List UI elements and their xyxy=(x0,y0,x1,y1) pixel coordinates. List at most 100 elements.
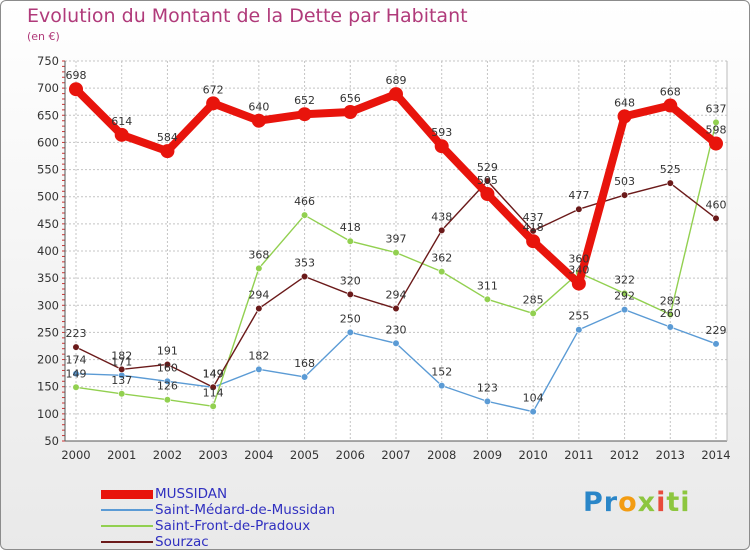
data-point xyxy=(529,309,537,318)
data-point xyxy=(709,136,723,151)
data-label: 598 xyxy=(706,124,727,137)
x-tick-label: 2010 xyxy=(519,448,548,462)
data-point xyxy=(483,177,492,185)
y-tick-label: 350 xyxy=(37,271,59,285)
x-tick-label: 2008 xyxy=(427,448,456,462)
data-label: 250 xyxy=(340,312,361,325)
legend-swatch xyxy=(101,489,153,499)
y-tick-label: 500 xyxy=(37,190,59,204)
data-point xyxy=(529,227,537,235)
y-tick-label: 400 xyxy=(37,244,59,258)
data-point xyxy=(209,383,217,391)
data-point xyxy=(255,304,263,313)
data-point xyxy=(483,295,492,303)
data-point xyxy=(483,397,492,405)
data-label: 168 xyxy=(294,357,315,370)
data-label: 593 xyxy=(431,126,452,139)
data-point xyxy=(72,383,80,391)
x-tick-label: 2007 xyxy=(381,448,410,462)
data-point xyxy=(712,118,720,126)
data-point xyxy=(255,264,263,272)
data-label: 668 xyxy=(660,86,681,99)
x-tick-label: 2000 xyxy=(61,448,90,462)
data-label: 174 xyxy=(66,354,87,367)
data-point xyxy=(206,96,221,111)
data-point xyxy=(209,402,217,410)
legend-label: Sourzac xyxy=(155,534,209,550)
data-label: 698 xyxy=(66,69,87,82)
data-point xyxy=(712,214,720,223)
x-tick-label: 2006 xyxy=(336,448,365,462)
x-tick-label: 2011 xyxy=(564,448,593,462)
data-label: 104 xyxy=(523,392,544,405)
legend-label: Saint-Médard-de-Mussidan xyxy=(155,502,336,518)
data-label: 322 xyxy=(614,273,635,286)
y-tick-label: 250 xyxy=(37,325,59,339)
proxiti-logo: Proxiti xyxy=(583,487,691,518)
data-point xyxy=(526,234,541,249)
legend-item: MUSSIDAN xyxy=(101,486,335,502)
data-label: 477 xyxy=(568,189,589,202)
data-label: 123 xyxy=(477,381,498,394)
x-tick-label: 2009 xyxy=(473,448,502,462)
data-point xyxy=(163,396,172,404)
data-point xyxy=(666,310,674,319)
data-label: 229 xyxy=(706,324,727,337)
data-label: 505 xyxy=(477,174,498,187)
y-tick-label: 200 xyxy=(37,353,59,367)
data-point xyxy=(297,107,312,122)
data-label: 368 xyxy=(248,248,269,261)
data-label: 292 xyxy=(614,290,635,303)
data-point xyxy=(666,179,674,187)
data-point xyxy=(163,377,172,385)
data-label: 260 xyxy=(660,307,681,320)
data-label: 149 xyxy=(203,367,224,380)
data-label: 171 xyxy=(111,355,132,368)
data-label: 149 xyxy=(66,367,87,380)
data-label: 182 xyxy=(111,349,132,362)
data-label: 160 xyxy=(157,361,178,374)
data-label: 360 xyxy=(568,253,589,266)
data-point xyxy=(438,382,446,390)
data-point xyxy=(392,304,400,313)
x-tick-label: 2003 xyxy=(199,448,228,462)
data-label: 311 xyxy=(477,279,498,292)
legend-swatch xyxy=(101,541,153,543)
data-label: 294 xyxy=(248,289,269,302)
data-label: 460 xyxy=(706,198,727,211)
data-point xyxy=(438,226,446,234)
legend-item: Saint-Médard-de-Mussidan xyxy=(101,502,335,518)
x-tick-label: 2002 xyxy=(153,448,182,462)
data-point xyxy=(571,276,586,291)
data-label: 689 xyxy=(386,74,407,87)
data-label: 255 xyxy=(568,310,589,323)
data-point xyxy=(163,360,172,369)
legend-label: MUSSIDAN xyxy=(155,486,228,502)
data-label: 149 xyxy=(203,367,224,380)
data-label: 584 xyxy=(157,131,178,144)
y-tick-label: 750 xyxy=(37,54,59,68)
data-point xyxy=(438,268,446,276)
legend-swatch xyxy=(101,509,153,511)
data-label: 672 xyxy=(203,83,224,96)
data-point xyxy=(72,343,80,351)
data-label: 529 xyxy=(477,161,498,174)
data-label: 438 xyxy=(431,210,452,223)
data-label: 126 xyxy=(157,380,178,393)
data-label: 362 xyxy=(431,252,452,265)
data-point xyxy=(69,82,83,97)
x-tick-label: 2012 xyxy=(610,448,639,462)
data-point xyxy=(72,370,80,378)
data-label: 294 xyxy=(386,289,407,302)
data-point xyxy=(620,191,629,199)
data-label: 466 xyxy=(294,195,315,208)
data-point xyxy=(346,237,354,245)
data-label: 525 xyxy=(660,163,681,176)
legend-item: Sourzac xyxy=(101,534,335,550)
data-point xyxy=(160,144,175,159)
data-label: 614 xyxy=(111,115,132,128)
data-label: 648 xyxy=(614,96,635,109)
data-label: 223 xyxy=(66,327,87,340)
data-label: 418 xyxy=(340,221,361,234)
